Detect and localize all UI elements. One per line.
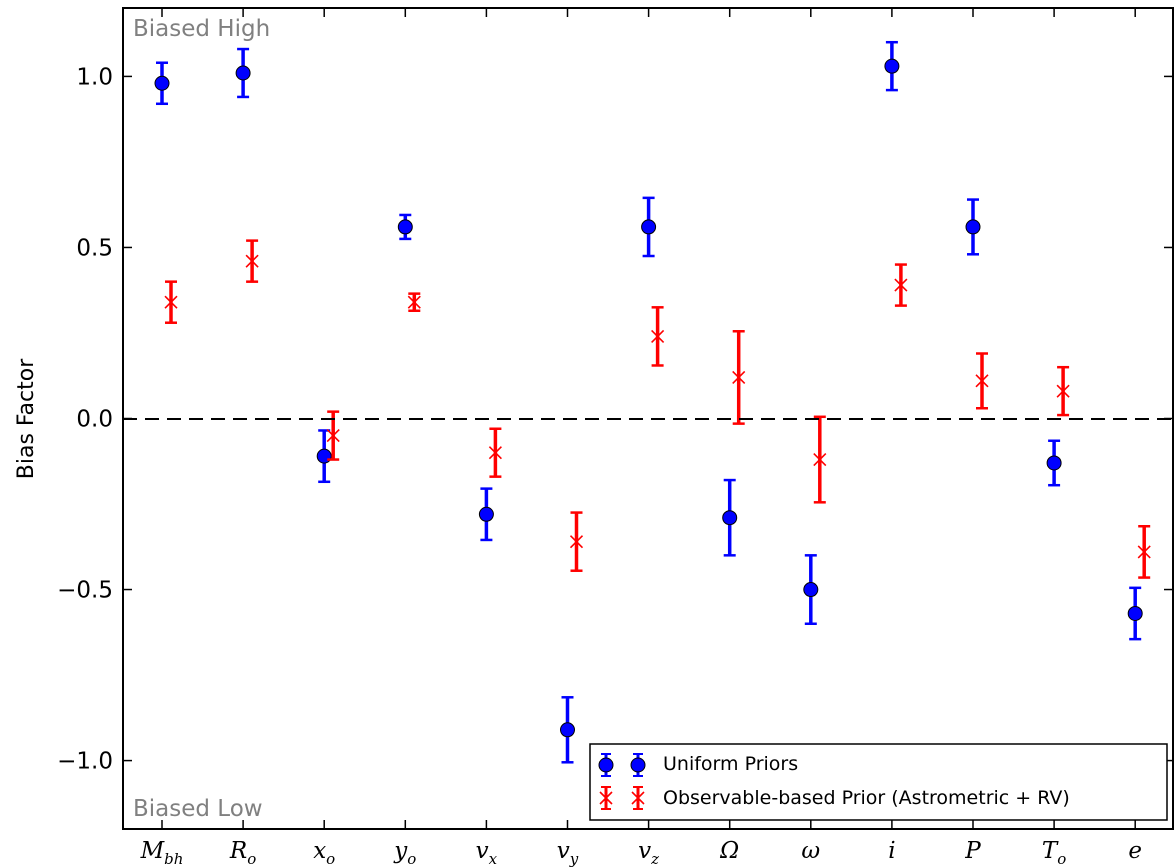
data-point — [732, 370, 746, 385]
data-point — [641, 219, 657, 235]
x-tick-label: e — [1128, 838, 1142, 864]
data-point — [397, 219, 413, 235]
x-tick-label: vy — [557, 838, 579, 867]
annotation-biased-high: Biased High — [133, 16, 270, 42]
data-point — [164, 295, 178, 309]
legend-box — [589, 743, 1168, 821]
legend-label-uniform: Uniform Priors — [663, 753, 798, 775]
series-uniform-priors — [154, 40, 1143, 764]
data-point — [1046, 455, 1062, 471]
legend: Uniform Priors Observable-based Prior (A… — [589, 743, 1168, 821]
data-point — [1056, 384, 1070, 398]
y-axis-label: Bias Factor — [14, 358, 39, 479]
data-point — [651, 329, 665, 343]
legend-marker-observable — [631, 786, 645, 810]
data-point — [1137, 545, 1151, 559]
x-tick-label: ω — [801, 838, 820, 864]
data-point — [569, 535, 584, 549]
data-point — [894, 278, 908, 292]
x-tick-label: P — [964, 838, 981, 864]
x-tick-label: Ω — [719, 838, 739, 864]
legend-marker-uniform — [598, 753, 614, 777]
y-tick-label: 0.0 — [76, 407, 113, 433]
x-tick-label: Ro — [229, 838, 256, 867]
x-tick-label: yo — [393, 838, 416, 867]
y-tick-label: −0.5 — [57, 578, 113, 604]
legend-markers — [598, 753, 646, 810]
data-point — [560, 722, 575, 738]
annotation-biased-low: Biased Low — [133, 796, 263, 822]
data-point — [1127, 605, 1143, 621]
series-layer — [154, 40, 1151, 764]
data-point — [965, 219, 981, 235]
data-point — [884, 58, 900, 74]
y-axis-ticks: −1.0 −0.5 0.0 0.5 1.0 — [57, 64, 1173, 775]
data-point — [813, 452, 827, 467]
x-tick-label: Mbh — [140, 838, 184, 867]
y-tick-label: −1.0 — [57, 749, 113, 775]
x-tick-label: To — [1042, 838, 1066, 867]
data-point — [245, 254, 259, 268]
data-point — [478, 506, 494, 522]
data-point — [803, 582, 819, 598]
legend-label-observable: Observable-based Prior (Astrometric + RV… — [663, 787, 1070, 809]
data-point — [154, 75, 170, 91]
x-tick-label: vz — [638, 838, 659, 867]
x-tick-label: i — [888, 838, 895, 864]
data-point — [975, 374, 989, 388]
legend-marker-observable — [599, 786, 613, 810]
data-point — [407, 295, 421, 309]
y-tick-label: 0.5 — [76, 235, 113, 261]
x-tick-label: vx — [476, 838, 498, 867]
data-point — [235, 65, 251, 81]
data-point — [722, 510, 738, 526]
data-point — [316, 448, 332, 464]
data-point — [326, 429, 340, 443]
legend-marker-uniform — [630, 753, 646, 777]
x-tick-label: xo — [313, 838, 335, 867]
data-point — [488, 446, 502, 460]
y-tick-label: 1.0 — [76, 64, 113, 90]
series-observable-based-prior — [164, 239, 1151, 579]
